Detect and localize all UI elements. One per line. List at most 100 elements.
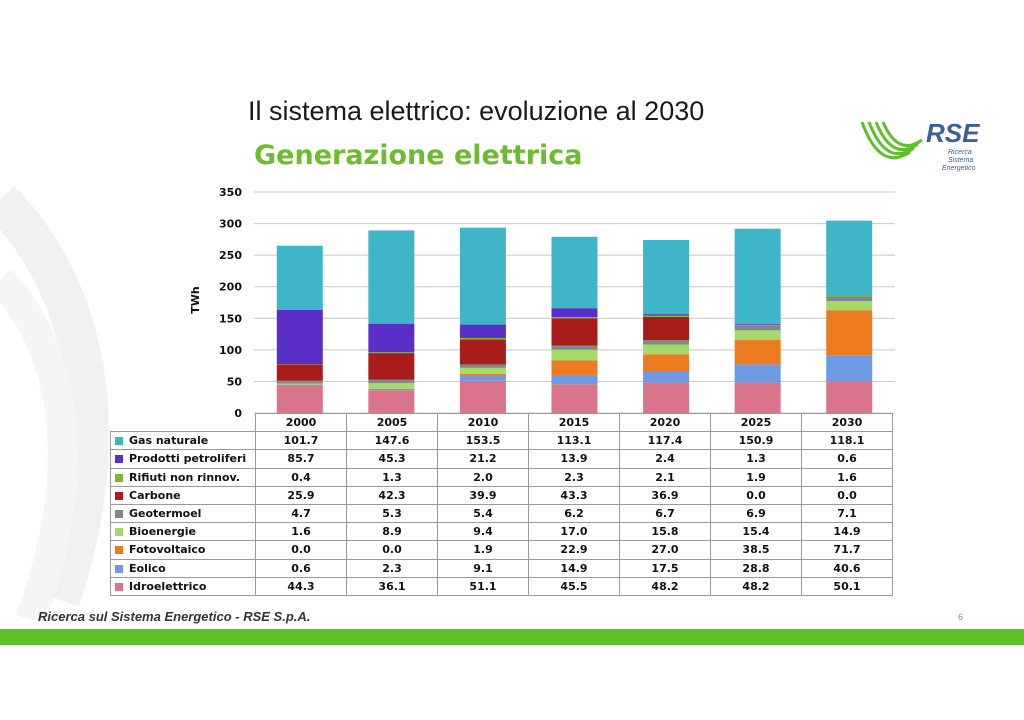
table-cell: 7.1 [801, 503, 893, 524]
background-swoosh [0, 185, 109, 620]
bar-segment [551, 316, 598, 319]
bar-segment [643, 314, 690, 316]
table-cell: 2.0 [437, 467, 529, 487]
bar-segment [643, 315, 690, 317]
table-row: Fotovoltaico 0.0 0.0 1.9 22.9 27.0 38.5 71.7 [110, 540, 893, 560]
table-row: Geotermoel 4.7 5.3 5.4 6.2 6.7 6.9 7.1 [110, 503, 893, 524]
table-year-header: 2005 [346, 412, 438, 433]
legend-swatch [115, 473, 123, 482]
table-cell: 9.4 [437, 522, 529, 542]
bar-segment [734, 340, 781, 365]
bar-segment [551, 384, 598, 413]
logo-line3: Energetico [942, 165, 976, 172]
logo-line2: Sistema [948, 157, 973, 164]
table-cell: 15.8 [619, 522, 711, 542]
table-cell: 14.9 [801, 522, 893, 542]
series-name: Carbone [129, 488, 181, 502]
table-cell: 2.1 [619, 467, 711, 487]
table-row: Prodotti petroliferi 85.7 45.3 21.2 13.9 2.4 1… [110, 449, 893, 469]
table-cell: 5.4 [437, 503, 529, 524]
legend-swatch [115, 528, 123, 537]
table-cell: 6.9 [710, 503, 802, 524]
table-cell: 42.3 [346, 485, 438, 505]
bar-segment [551, 349, 598, 361]
rse-logo-arcs-icon [860, 121, 923, 160]
y-tick-label: 250 [219, 249, 242, 262]
series-name: Prodotti petroliferi [129, 452, 247, 466]
table-cell: 153.5 [437, 431, 529, 451]
series-label: Gas naturale [110, 431, 256, 451]
bar-segment [368, 353, 415, 380]
series-name: Idroelettrico [129, 579, 207, 593]
bar-segment [551, 374, 598, 385]
table-cell: 2.4 [619, 449, 711, 469]
series-label: Idroelettrico [110, 576, 256, 596]
table-cell: 0.0 [710, 485, 802, 505]
legend-swatch [115, 510, 123, 519]
bar-segment [459, 339, 506, 365]
series-label: Fotovoltaico [110, 540, 256, 560]
data-table: 2000 2005 2010 2015 2020 2025 2030 Gas naturale… [110, 412, 893, 596]
bar-segment [459, 227, 506, 325]
bar-segment [734, 364, 781, 383]
bar-segment [368, 323, 415, 353]
table-cell: 0.6 [255, 558, 347, 578]
table-year-header: 2015 [528, 412, 620, 433]
stacked-bar-chart: 0 50 100 150 200 250 300 350 TWh [189, 186, 895, 420]
table-cell: 1.9 [710, 467, 802, 487]
y-tick-label: 200 [219, 281, 242, 294]
table-row: Bioenergie 1.6 8.9 9.4 17.0 15.8 15.4 14.9 [110, 522, 893, 542]
table-cell: 85.7 [255, 449, 347, 469]
table-cell: 15.4 [710, 522, 802, 542]
bar-segment [551, 345, 598, 350]
table-year-header: 2000 [255, 412, 347, 433]
series-name: Gas naturale [129, 434, 209, 448]
table-cell: 25.9 [255, 485, 347, 505]
bar-segment [734, 323, 781, 325]
bar-segment [643, 316, 690, 341]
bar-segment [826, 295, 873, 297]
table-cell: 1.3 [710, 449, 802, 469]
bar-segment [643, 382, 690, 413]
table-cell: 1.3 [346, 467, 438, 487]
bar-segment [459, 324, 506, 338]
bar-segment [643, 344, 690, 355]
table-cell: 1.9 [437, 540, 529, 560]
bar-segment [734, 325, 781, 331]
bar-segment [734, 382, 781, 413]
table-year-header: 2030 [801, 412, 893, 433]
y-tick-label: 150 [219, 312, 242, 325]
legend-swatch [115, 437, 123, 446]
table-cell: 17.0 [528, 522, 620, 542]
bar-segment [368, 388, 415, 391]
series-label: Bioenergie [110, 522, 256, 542]
table-year-header: 2025 [710, 412, 802, 433]
bar-segment [276, 380, 323, 384]
legend-swatch [115, 582, 123, 591]
bar-segment [734, 324, 781, 326]
bar-segment [826, 296, 873, 302]
table-cell: 147.6 [346, 431, 438, 451]
series-label: Eolico [110, 558, 256, 578]
bar-segment [551, 360, 598, 375]
bar-segment [551, 318, 598, 346]
table-cell: 48.2 [619, 576, 711, 596]
bar-segment [368, 379, 415, 384]
table-cell: 9.1 [437, 558, 529, 578]
bar-segment [368, 352, 415, 354]
bar-segment [459, 337, 506, 340]
table-corner [111, 414, 256, 432]
table-cell: 40.6 [801, 558, 893, 578]
bar-segment [734, 228, 781, 324]
table-row: Idroelettrico 44.3 36.1 51.1 45.5 48.2 48.2 50.… [110, 576, 893, 596]
series-label: Rifiuti non rinnov. [110, 467, 256, 487]
table-cell: 13.9 [528, 449, 620, 469]
table-cell: 0.4 [255, 467, 347, 487]
logo-line1: Ricerca [948, 149, 972, 156]
table-cell: 39.9 [437, 485, 529, 505]
bar-segment [276, 245, 323, 310]
bar-segment [459, 367, 506, 374]
table-cell: 117.4 [619, 431, 711, 451]
table-cell: 0.0 [801, 485, 893, 505]
bar-segment [276, 383, 323, 385]
